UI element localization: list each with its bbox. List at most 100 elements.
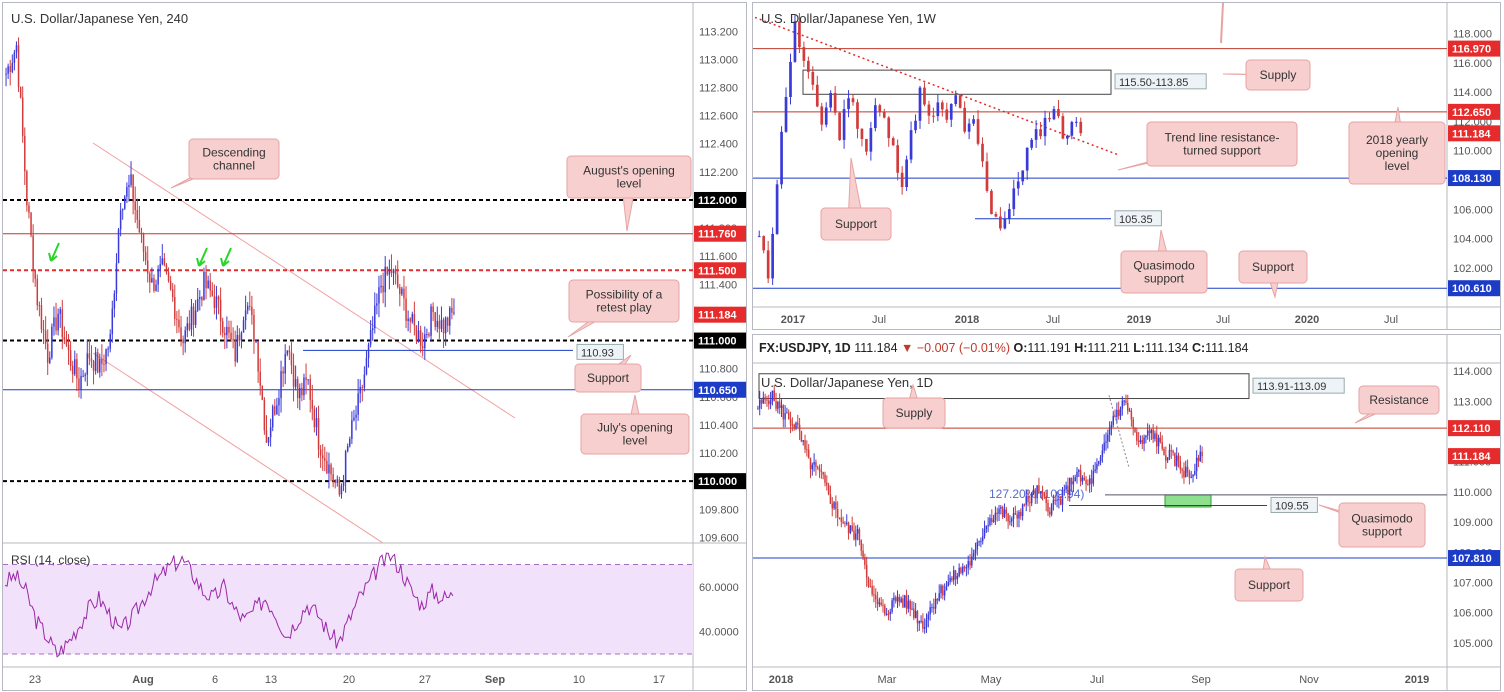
h4-candle [382, 286, 384, 292]
h4-candle [191, 307, 193, 330]
h4-candle [139, 220, 141, 233]
h4-candle [80, 376, 82, 390]
weekly-candle [928, 105, 931, 116]
x-tick-label: 2018 [955, 314, 979, 326]
x-tick-label: 6 [212, 674, 218, 686]
daily-candle [1129, 411, 1131, 412]
daily-candle [1031, 493, 1033, 503]
daily-candle [1040, 492, 1042, 494]
supply-zone-label-text: 115.50-113.85 [1119, 77, 1188, 89]
yearly-open-callout-text: 2018 yearly [1366, 133, 1428, 147]
daily-candle [908, 601, 910, 609]
daily-candle [1174, 453, 1176, 467]
h4-candle [247, 306, 249, 311]
chart-usdjpy-h4[interactable]: 113.200 113.000 112.800 112.600 112.400 112.2… [2, 2, 747, 691]
chart-title: U.S. Dollar/Japanese Yen, 1W [761, 11, 936, 26]
daily-candle [879, 603, 881, 605]
daily-candle [880, 603, 882, 605]
weekly-candle [1053, 109, 1056, 119]
daily-candle [891, 600, 893, 611]
daily-candle [1067, 486, 1069, 495]
x-tick-label: 13 [265, 674, 277, 686]
green-arrow-icon [49, 243, 59, 261]
y-tick-label: 110.000 [1453, 487, 1492, 499]
h4-candle [193, 307, 195, 325]
weekly-candle [941, 102, 944, 109]
supply-callout-text: Supply [896, 406, 933, 420]
weekly-candle [954, 95, 957, 104]
daily-candle [987, 525, 989, 526]
daily-candle [1042, 492, 1044, 493]
weekly-candle [758, 236, 761, 237]
daily-candle [1096, 464, 1098, 470]
h4-candle [41, 305, 43, 329]
h4-candle [397, 274, 399, 287]
daily-candle [857, 529, 859, 533]
daily-candle [1056, 500, 1058, 501]
weekly-candle [995, 214, 998, 217]
daily-candle [1187, 467, 1189, 473]
daily-candle [942, 586, 944, 596]
chart-usdjpy-weekly[interactable]: 118.000116.000114.000112.000110.000108.0… [752, 2, 1501, 330]
daily-candle [1083, 478, 1085, 480]
daily-candle [897, 597, 899, 601]
daily-candle [1194, 471, 1196, 475]
y-tick-label: 112.400 [699, 139, 738, 151]
daily-candle [980, 541, 982, 542]
level-tag-label: 112.650 [1452, 107, 1491, 119]
daily-candle [1169, 450, 1171, 457]
h4-candle [249, 306, 251, 307]
july-open-callout-text: level [623, 434, 648, 448]
weekly-candle [901, 173, 904, 187]
h4-candle [62, 309, 64, 337]
green-arrow-icon [197, 248, 207, 266]
daily-candle [1013, 513, 1015, 518]
y-tick-label: 114.000 [1453, 87, 1492, 99]
h4-candle [39, 305, 41, 306]
weekly-candle [878, 105, 881, 111]
daily-candle [895, 597, 897, 601]
h4-candle [18, 45, 20, 87]
h4-candle [264, 400, 266, 430]
daily-candle [953, 570, 955, 580]
h4-candle [401, 289, 403, 294]
daily-candle [831, 504, 833, 509]
h4-candle [174, 297, 176, 319]
daily-candle [866, 565, 868, 578]
h4-candle [328, 465, 330, 474]
h4-candle [339, 479, 341, 494]
daily-candle [1145, 436, 1147, 438]
weekly-candle [972, 119, 975, 123]
h4-candle [282, 371, 284, 373]
h4-candle [241, 333, 243, 341]
h4-candle [270, 427, 272, 437]
weekly-candle [771, 234, 774, 278]
daily-candle [1022, 504, 1024, 516]
h4-candle [76, 359, 78, 378]
daily-candle [886, 614, 888, 615]
daily-candle [884, 606, 886, 615]
weekly-candle [843, 109, 846, 140]
daily-candle [1062, 491, 1064, 505]
h4-candle [391, 269, 393, 273]
weekly-candle [1008, 209, 1011, 218]
daily-candle [977, 542, 979, 549]
weekly-candle [1004, 219, 1007, 229]
h4-candle [297, 379, 299, 398]
h4-candle [337, 479, 339, 483]
level-tag-label: 110.000 [698, 476, 737, 488]
h4-candle [234, 340, 236, 362]
daily-candle [868, 578, 870, 586]
daily-candle [957, 576, 959, 579]
h4-candle [182, 339, 184, 343]
daily-candle [1120, 409, 1122, 416]
weekly-chart-canvas[interactable]: 118.000116.000114.000112.000110.000108.0… [753, 3, 1500, 329]
daily-candle [917, 611, 919, 623]
supply-callout-text: Supply [1260, 68, 1297, 82]
daily-candle [1152, 430, 1154, 439]
daily-candle [819, 468, 821, 471]
h4-candle [187, 323, 189, 330]
chart-usdjpy-daily[interactable]: FX:USDJPY, 1D 111.184 ▼ −0.007 (−0.01%) … [752, 334, 1501, 691]
h4-chart-canvas[interactable]: 113.200 113.000 112.800 112.600 112.400 112.2… [3, 3, 746, 690]
daily-candle [855, 534, 857, 540]
